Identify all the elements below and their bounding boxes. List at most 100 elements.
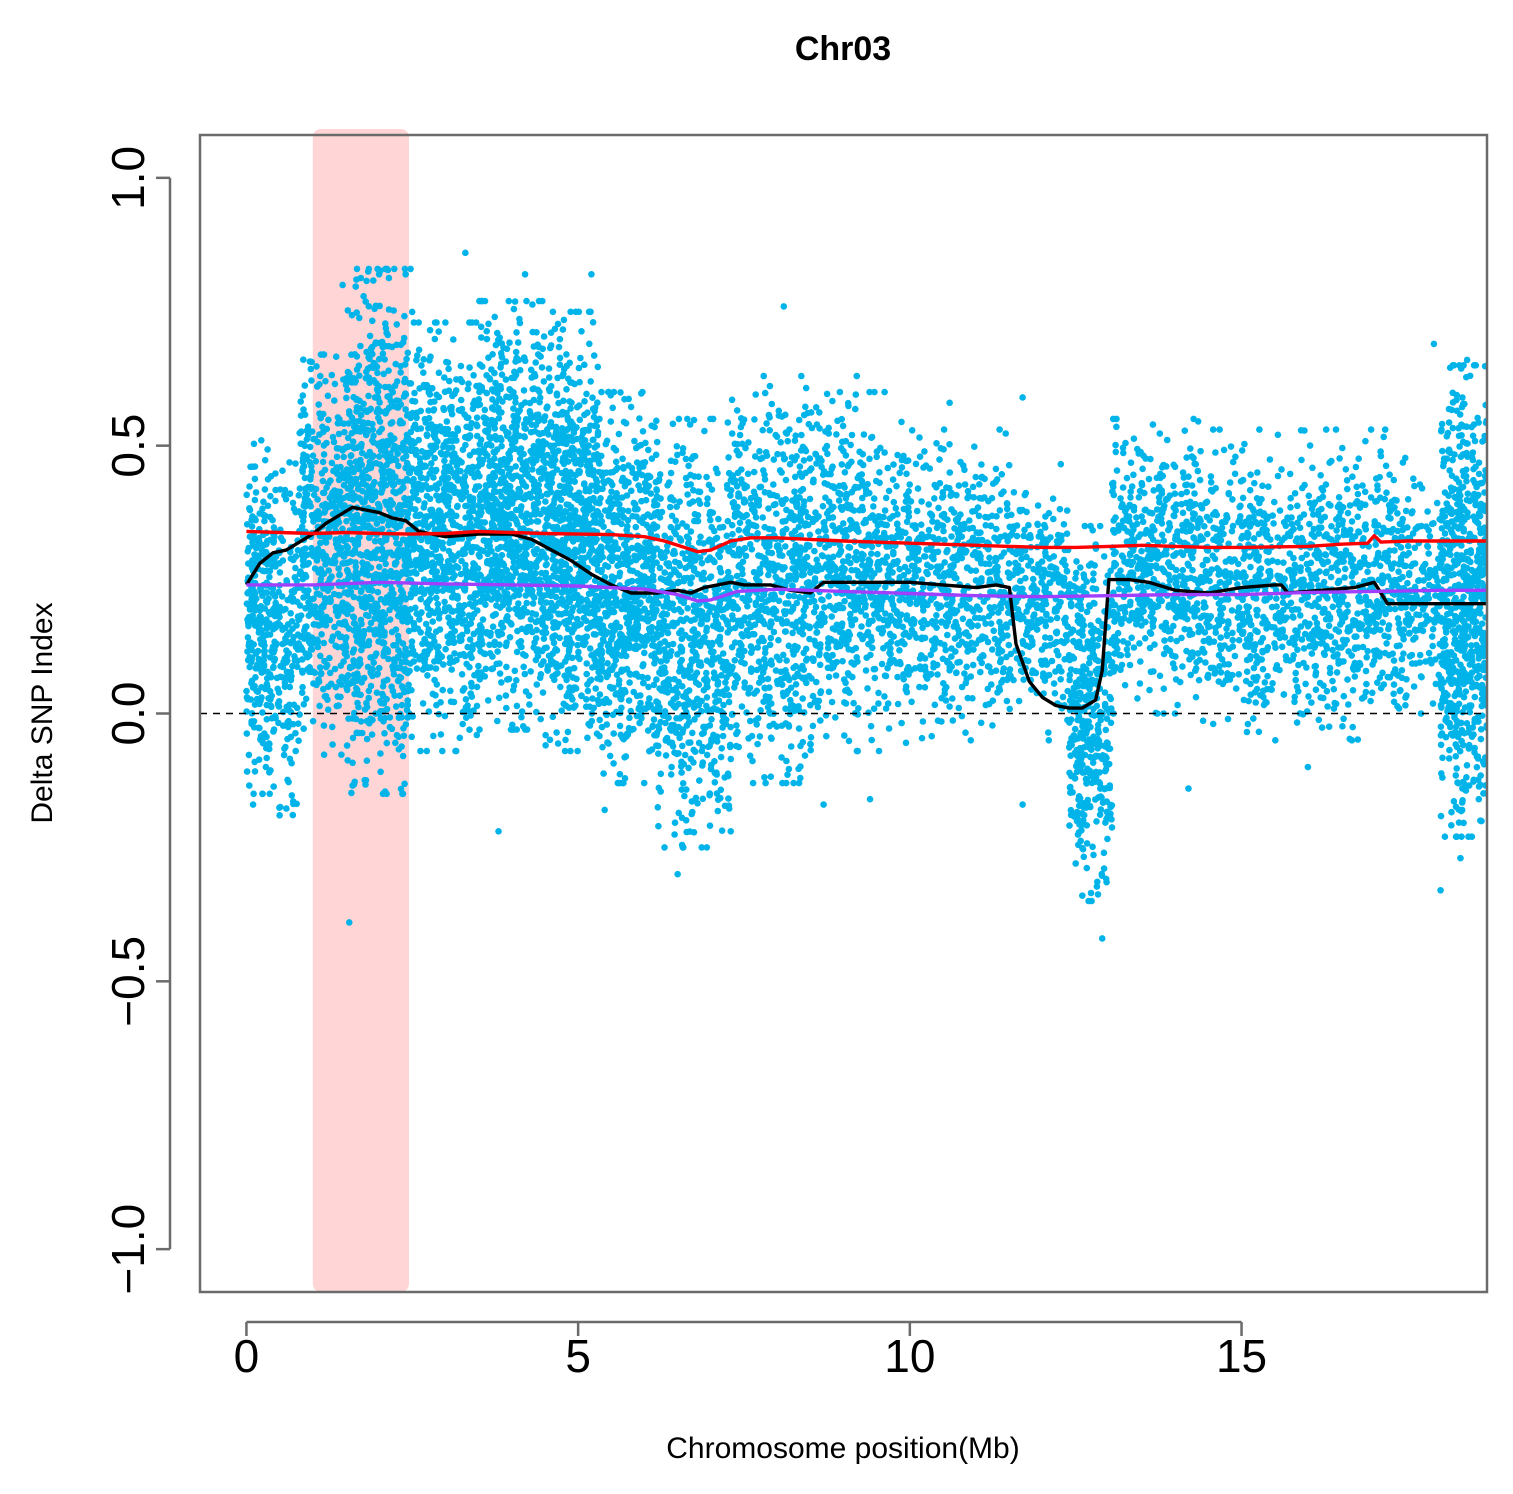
snp-point xyxy=(366,603,374,610)
snp-point xyxy=(453,437,460,444)
snp-point xyxy=(425,424,432,432)
snp-point xyxy=(448,666,456,673)
snp-point xyxy=(279,537,287,545)
snp-point xyxy=(549,524,557,532)
snp-point xyxy=(448,594,456,601)
snp-point xyxy=(251,607,259,614)
snp-point xyxy=(299,466,306,474)
snp-point xyxy=(610,388,618,396)
snp-point xyxy=(593,423,601,430)
snp-point xyxy=(284,735,291,743)
snp-point xyxy=(370,659,378,666)
snp-point xyxy=(368,731,376,738)
snp-point xyxy=(246,782,253,789)
snp-point xyxy=(590,352,598,359)
snp-point xyxy=(261,456,269,464)
snp-point xyxy=(372,514,380,522)
snp-point xyxy=(262,685,269,693)
snp-point xyxy=(473,683,481,691)
snp-point xyxy=(517,642,524,650)
snp-point xyxy=(426,326,434,334)
snp-point xyxy=(386,714,394,721)
snp-point xyxy=(344,544,352,551)
snp-point xyxy=(555,343,563,351)
snp-point xyxy=(347,483,355,491)
snp-point xyxy=(444,563,452,571)
snp-point xyxy=(468,693,476,700)
snp-point xyxy=(298,689,306,696)
snp-point xyxy=(466,663,473,671)
snp-point xyxy=(476,472,483,480)
snp-point xyxy=(411,439,419,447)
snp-point xyxy=(457,396,465,404)
snp-point xyxy=(504,459,511,466)
snp-point xyxy=(585,540,593,548)
snp-point xyxy=(463,423,470,431)
snp-point xyxy=(576,416,584,424)
snp-point xyxy=(545,365,553,372)
snp-point xyxy=(243,730,251,737)
snp-point xyxy=(555,663,562,670)
snp-point xyxy=(344,307,352,314)
snp-point xyxy=(330,438,338,446)
snp-point xyxy=(558,469,566,477)
snp-point xyxy=(623,730,631,737)
snp-point xyxy=(396,419,404,427)
snp-point xyxy=(482,495,490,503)
snp-point xyxy=(391,265,398,273)
snp-point xyxy=(537,661,545,668)
snp-point xyxy=(417,653,424,661)
snp-point xyxy=(413,570,420,577)
snp-point xyxy=(504,676,511,683)
snp-point xyxy=(609,711,617,719)
snp-point xyxy=(244,695,251,703)
snp-point xyxy=(278,593,286,600)
snp-point xyxy=(602,609,609,617)
snp-point xyxy=(646,595,654,602)
snp-point xyxy=(491,500,499,507)
snp-point xyxy=(329,741,336,748)
snp-point xyxy=(395,746,403,753)
snp-point xyxy=(549,673,556,680)
snp-point xyxy=(596,691,604,698)
snp-point xyxy=(465,612,473,619)
snp-point xyxy=(568,437,576,445)
snp-point xyxy=(516,407,523,414)
snp-point xyxy=(393,397,400,404)
snp-point xyxy=(300,701,308,708)
snp-point xyxy=(535,430,542,437)
snp-point xyxy=(275,588,283,596)
snp-point xyxy=(401,653,409,660)
snp-point xyxy=(250,790,257,798)
snp-point xyxy=(246,483,253,490)
snp-point xyxy=(345,571,353,579)
snp-point xyxy=(560,460,568,468)
snp-point xyxy=(359,423,366,430)
snp-point xyxy=(247,463,254,471)
snp-point xyxy=(249,538,256,546)
snp-point xyxy=(393,403,400,411)
snp-point xyxy=(293,622,300,629)
snp-point xyxy=(631,437,638,445)
snp-point xyxy=(562,620,570,628)
snp-point xyxy=(252,516,259,524)
snp-point xyxy=(313,363,320,370)
snp-point xyxy=(387,479,395,486)
snp-point xyxy=(612,493,619,501)
snp-point xyxy=(431,454,439,462)
snp-point xyxy=(410,619,418,627)
snp-point xyxy=(286,683,294,691)
snp-point xyxy=(502,692,510,699)
snp-point xyxy=(537,715,544,723)
snp-point xyxy=(316,702,323,710)
snp-point xyxy=(497,434,504,442)
snp-point xyxy=(567,418,575,425)
snp-point xyxy=(457,362,465,370)
snp-point xyxy=(376,461,384,468)
snp-point xyxy=(650,636,657,643)
snp-point xyxy=(349,759,356,767)
snp-point xyxy=(533,708,540,716)
snp-point xyxy=(397,362,404,370)
snp-point xyxy=(364,419,372,427)
snp-point xyxy=(458,495,465,503)
